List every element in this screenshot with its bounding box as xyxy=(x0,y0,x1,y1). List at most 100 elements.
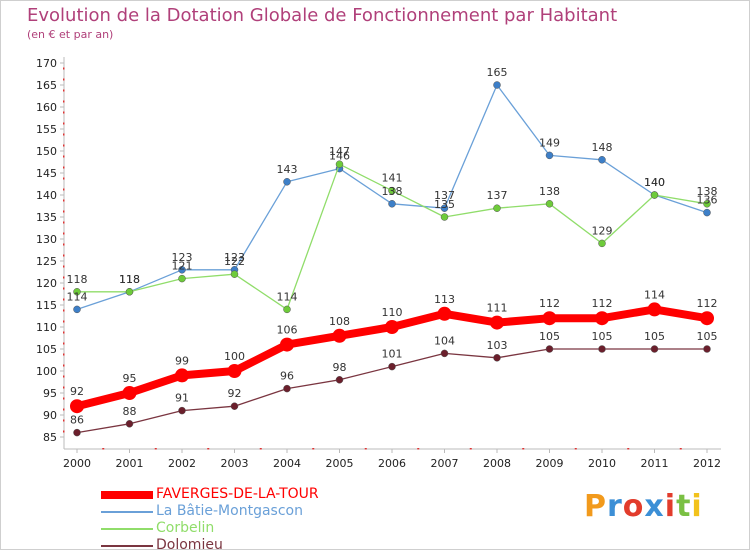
data-point xyxy=(703,200,711,208)
data-point xyxy=(388,200,396,208)
data-label: 149 xyxy=(539,136,560,149)
x-minor-mark xyxy=(364,448,367,450)
logo-letter: o xyxy=(622,489,645,524)
y-minor-mark xyxy=(63,166,65,169)
y-minor-mark xyxy=(63,210,65,213)
x-tick-label: 2001 xyxy=(116,457,144,470)
x-tick-label: 2011 xyxy=(641,457,669,470)
data-point xyxy=(493,81,501,89)
logo-letter: P xyxy=(584,489,607,524)
data-label: 108 xyxy=(329,315,350,328)
y-tick-label: 140 xyxy=(36,189,57,202)
data-label: 138 xyxy=(539,185,560,198)
data-point xyxy=(280,337,294,352)
legend-swatch xyxy=(101,491,153,499)
x-minor-mark xyxy=(102,448,105,450)
data-point xyxy=(545,345,554,353)
data-point xyxy=(385,320,399,334)
data-label: 118 xyxy=(119,273,140,286)
y-minor-mark xyxy=(63,430,65,433)
y-minor-mark xyxy=(63,287,65,290)
y-minor-mark xyxy=(63,309,65,312)
y-minor-mark xyxy=(63,221,65,224)
y-tick-label: 120 xyxy=(36,277,57,290)
data-label: 143 xyxy=(277,163,298,176)
data-point xyxy=(595,311,609,326)
data-point xyxy=(598,345,606,353)
legend-swatch xyxy=(101,528,153,530)
data-label: 118 xyxy=(67,273,88,286)
x-minor-mark xyxy=(154,448,157,450)
data-label: 129 xyxy=(592,224,613,237)
x-minor-mark xyxy=(417,448,420,450)
series-1 xyxy=(73,81,711,314)
data-point xyxy=(440,349,449,358)
y-tick-label: 150 xyxy=(36,145,57,158)
y-minor-mark xyxy=(63,111,65,114)
data-point xyxy=(175,368,189,383)
data-label: 105 xyxy=(592,330,613,343)
data-point xyxy=(650,345,659,353)
data-label: 123 xyxy=(224,251,245,264)
y-minor-mark xyxy=(63,331,65,334)
data-point xyxy=(125,288,134,296)
data-label: 112 xyxy=(592,297,613,310)
legend-swatch xyxy=(101,545,153,547)
y-minor-mark xyxy=(63,122,65,125)
data-point xyxy=(73,428,81,437)
y-tick-label: 105 xyxy=(36,343,57,356)
data-label: 122 xyxy=(224,255,245,268)
data-label: 91 xyxy=(175,392,189,405)
legend-label: Corbelin xyxy=(156,520,215,536)
x-tick-label: 2003 xyxy=(221,457,249,470)
logo-letter: i xyxy=(691,489,703,524)
data-point xyxy=(230,402,239,410)
data-point xyxy=(388,186,396,195)
data-point xyxy=(178,406,186,415)
data-point xyxy=(598,239,606,248)
data-point xyxy=(178,266,186,274)
data-label: 146 xyxy=(329,150,350,163)
y-minor-mark xyxy=(63,254,65,257)
data-label: 136 xyxy=(697,194,718,207)
data-point xyxy=(703,345,711,353)
data-label: 101 xyxy=(382,348,403,361)
data-label: 141 xyxy=(382,172,403,185)
data-label: 140 xyxy=(644,176,665,189)
data-label: 138 xyxy=(382,185,403,198)
data-point xyxy=(493,204,501,212)
y-tick-label: 165 xyxy=(36,79,57,92)
y-tick-label: 130 xyxy=(36,233,57,246)
x-minor-mark xyxy=(207,448,210,450)
data-point xyxy=(125,420,134,428)
proxiti-logo: Proxiti xyxy=(584,489,703,524)
series-line xyxy=(76,348,708,434)
y-minor-mark xyxy=(63,320,65,323)
data-label: 103 xyxy=(487,339,508,352)
chart-subtitle: (en € et par an) xyxy=(27,28,114,41)
data-label: 95 xyxy=(123,372,137,385)
y-minor-mark xyxy=(63,67,65,70)
legend-swatch xyxy=(101,511,153,513)
data-point xyxy=(70,399,84,414)
x-tick-label: 2000 xyxy=(63,457,91,470)
y-minor-mark xyxy=(63,243,65,246)
data-point xyxy=(703,208,711,217)
data-point xyxy=(332,328,347,343)
y-minor-mark xyxy=(63,276,65,279)
logo-letter: i xyxy=(664,489,677,524)
y-tick-label: 115 xyxy=(36,299,57,312)
axes: 85 90 95 100 105 110 115 120 125 130 135 140 145 150 1… xyxy=(36,57,721,470)
data-label: 118 xyxy=(119,273,140,286)
data-point xyxy=(437,306,452,321)
y-tick-label: 110 xyxy=(36,321,57,334)
legend-label: Dolomieu xyxy=(156,537,223,550)
data-label: 121 xyxy=(172,260,193,273)
data-point xyxy=(700,311,714,326)
data-label: 100 xyxy=(224,350,245,363)
data-point xyxy=(283,384,291,393)
data-label: 105 xyxy=(697,330,718,343)
data-point xyxy=(178,274,186,283)
x-tick-label: 2004 xyxy=(273,457,301,470)
